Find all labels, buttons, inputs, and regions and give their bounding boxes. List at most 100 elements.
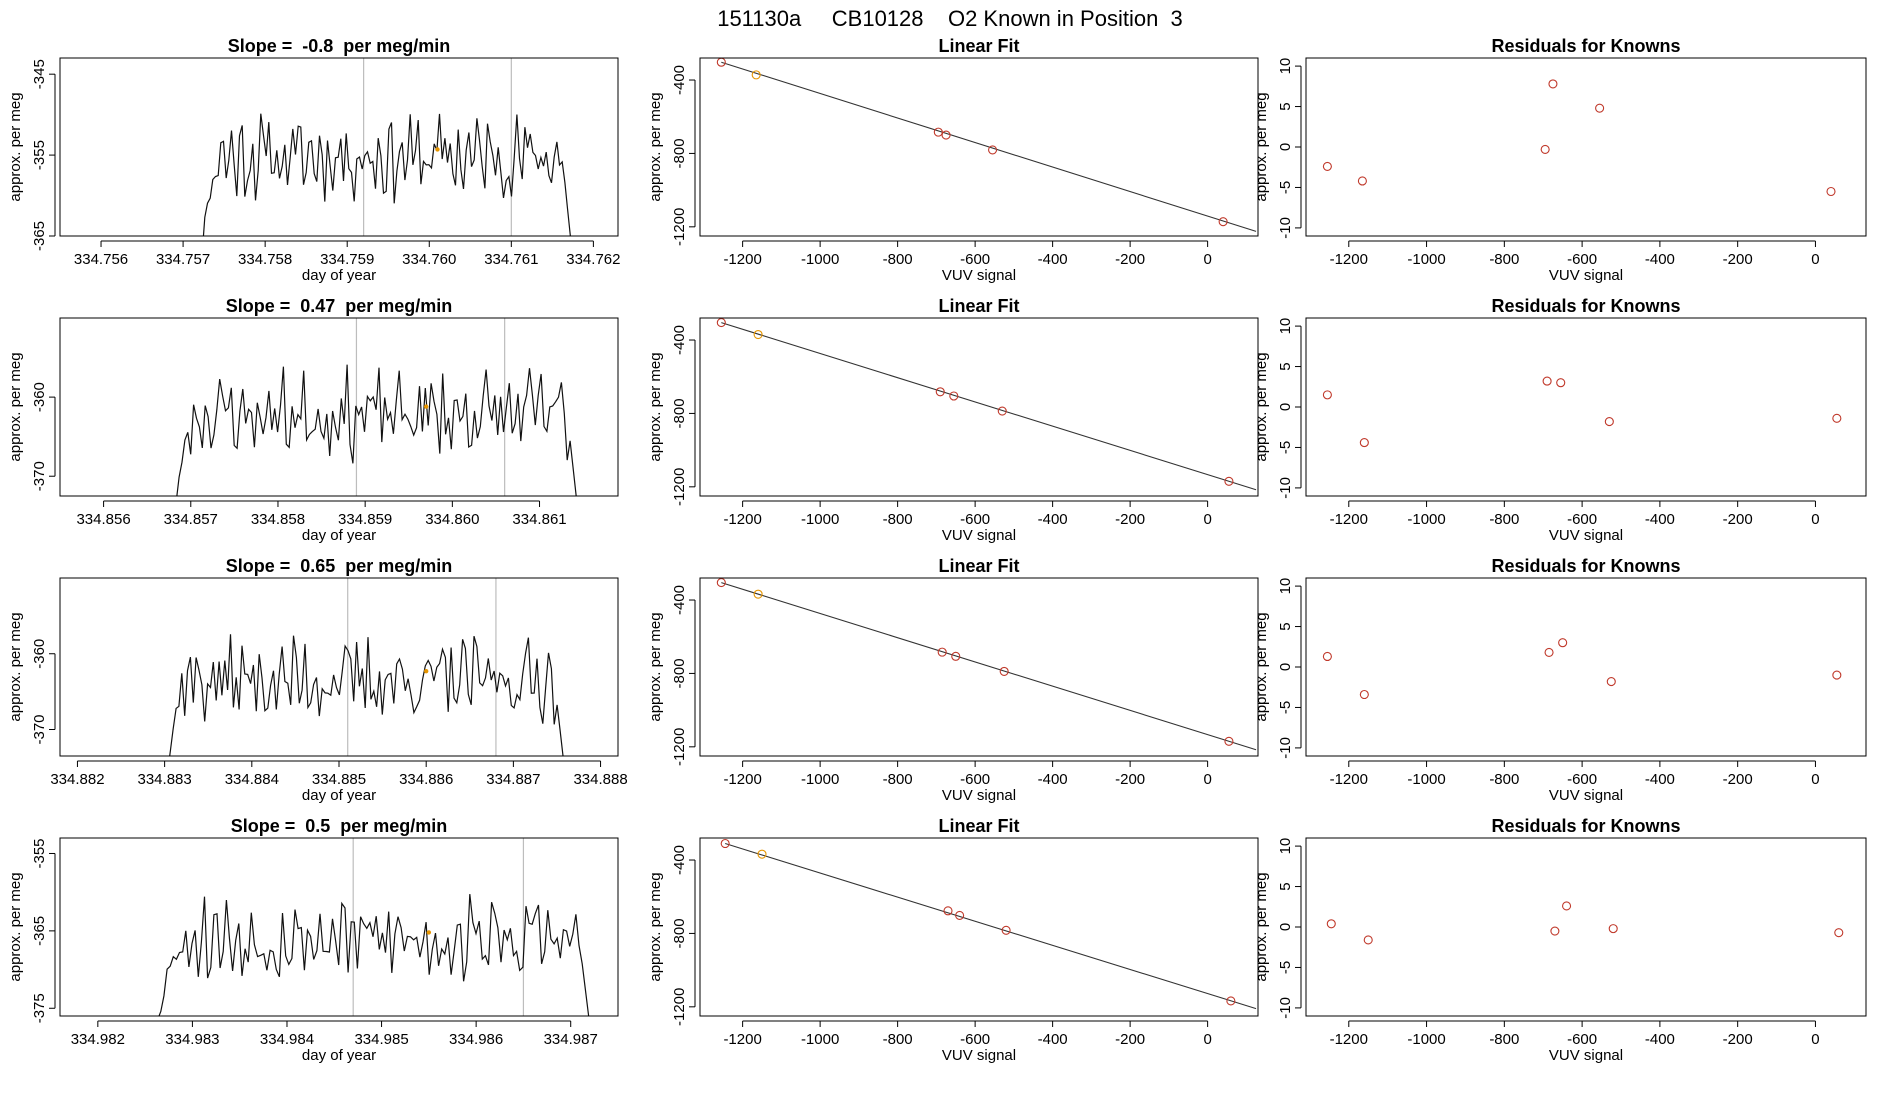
y-tick-label: 5: [1277, 882, 1294, 890]
x-tick-label: 0: [1811, 251, 1819, 268]
y-tick-label: 0: [1277, 663, 1294, 671]
x-tick-label: 334.987: [544, 1031, 598, 1048]
x-tick-label: 334.887: [486, 771, 540, 788]
highlight-point: [751, 70, 761, 80]
data-point: [1604, 417, 1614, 427]
x-tick-label: 334.982: [71, 1031, 125, 1048]
y-axis-label: approx. per meg: [1253, 612, 1270, 721]
y-tick-label: 0: [1277, 923, 1294, 931]
x-tick-label: 334.888: [573, 771, 627, 788]
x-axis-label: VUV signal: [1549, 267, 1623, 284]
x-axis-label: day of year: [302, 267, 376, 284]
x-tick-label: -200: [1723, 511, 1753, 528]
data-point: [1224, 476, 1234, 486]
x-tick-label: -600: [1567, 1031, 1597, 1048]
y-axis-label: approx. per meg: [7, 872, 24, 981]
y-tick-label: -1200: [671, 728, 688, 766]
x-tick-label: -200: [1115, 1031, 1145, 1048]
data-point: [1834, 928, 1844, 938]
x-tick-label: 334.758: [238, 251, 292, 268]
data-point: [1363, 935, 1373, 945]
data-point: [937, 647, 947, 657]
data-point: [1558, 638, 1568, 648]
y-axis-label: approx. per meg: [7, 92, 24, 201]
highlight-marker: [426, 930, 432, 935]
plot-frame: [1305, 317, 1867, 497]
x-tick-label: -400: [1038, 771, 1068, 788]
x-tick-label: 0: [1203, 251, 1211, 268]
figure-title: 151130a CB10128 O2 Known in Position 3: [717, 6, 1183, 31]
trace-line: [176, 364, 577, 496]
x-tick-label: 0: [1203, 771, 1211, 788]
y-tick-label: -400: [671, 845, 688, 875]
y-tick-label: 10: [1277, 838, 1294, 855]
y-tick-label: 5: [1277, 102, 1294, 110]
y-tick-label: -10: [1277, 477, 1294, 499]
x-tick-label: -1000: [801, 1031, 839, 1048]
x-tick-label: 334.882: [50, 771, 104, 788]
y-tick-label: -400: [671, 65, 688, 95]
x-tick-label: 334.886: [399, 771, 453, 788]
x-tick-label: 334.860: [425, 511, 479, 528]
y-axis-label: approx. per meg: [647, 352, 664, 461]
panel-title: Slope = 0.65 per meg/min: [226, 556, 453, 576]
data-point: [1359, 438, 1369, 448]
data-point: [1562, 901, 1572, 911]
highlight-marker: [435, 147, 440, 152]
y-axis-label: approx. per meg: [1253, 92, 1270, 201]
x-tick-label: -1200: [1330, 1031, 1368, 1048]
y-tick-label: 10: [1277, 58, 1294, 75]
y-tick-label: -1200: [671, 468, 688, 506]
x-tick-label: 334.885: [312, 771, 366, 788]
y-tick-label: -355: [31, 838, 48, 868]
highlight-point: [753, 589, 763, 599]
x-tick-label: -1200: [723, 511, 761, 528]
panel-r4c3: Residuals for Knowns-1200 -1000 -800 -600 -4…: [1253, 816, 1867, 1064]
panel-r3c2: Linear Fit -1200 -1000 -800 -600 -400 -200 0 VUV…: [647, 556, 1259, 804]
x-tick-label: 0: [1811, 771, 1819, 788]
y-tick-label: 5: [1277, 622, 1294, 630]
x-tick-label: 0: [1203, 511, 1211, 528]
data-point: [1322, 651, 1332, 662]
trace-line: [202, 113, 571, 236]
data-point: [1608, 924, 1618, 934]
trace-line: [169, 634, 564, 756]
plot-frame: [59, 317, 619, 497]
y-axis-label: approx. per meg: [647, 92, 664, 201]
data-point: [1542, 376, 1552, 386]
y-tick-label: -5: [1277, 441, 1294, 454]
x-tick-label: 334.884: [225, 771, 279, 788]
x-tick-label: -800: [1489, 1031, 1519, 1048]
x-tick-label: -600: [960, 251, 990, 268]
plot-frame: [699, 317, 1259, 497]
data-point: [1001, 925, 1011, 935]
plot-frame: [1305, 577, 1867, 757]
panel-title: Residuals for Knowns: [1491, 36, 1680, 56]
y-tick-label: -360: [31, 639, 48, 669]
data-point: [949, 391, 959, 401]
y-tick-label: -10: [1277, 997, 1294, 1019]
x-tick-label: -1200: [723, 251, 761, 268]
y-tick-label: -360: [31, 382, 48, 412]
y-tick-label: -5: [1277, 181, 1294, 194]
x-tick-label: -800: [1489, 771, 1519, 788]
x-tick-label: -200: [1723, 251, 1753, 268]
panel-title: Residuals for Knowns: [1491, 556, 1680, 576]
y-tick-label: -365: [31, 916, 48, 946]
x-tick-label: 0: [1811, 511, 1819, 528]
y-tick-label: -800: [671, 658, 688, 688]
plot-frame: [1305, 837, 1867, 1017]
panel-grid: Slope = -0.8 per meg/min 334.756 334.757 33…: [7, 36, 1867, 1064]
data-point: [1322, 161, 1332, 171]
y-tick-label: 10: [1277, 318, 1294, 335]
x-tick-label: -800: [883, 771, 913, 788]
x-tick-label: 334.859: [338, 511, 392, 528]
x-tick-label: -400: [1645, 511, 1675, 528]
highlight-point: [753, 329, 763, 340]
panel-r1c3: Residuals for Knowns-1200 -1000 -800 -600 -4…: [1253, 36, 1867, 284]
x-tick-label: -1200: [723, 1031, 761, 1048]
y-axis-label: approx. per meg: [1253, 352, 1270, 461]
data-point: [1322, 390, 1332, 400]
x-tick-label: -1000: [801, 511, 839, 528]
plot-frame: [699, 57, 1259, 237]
